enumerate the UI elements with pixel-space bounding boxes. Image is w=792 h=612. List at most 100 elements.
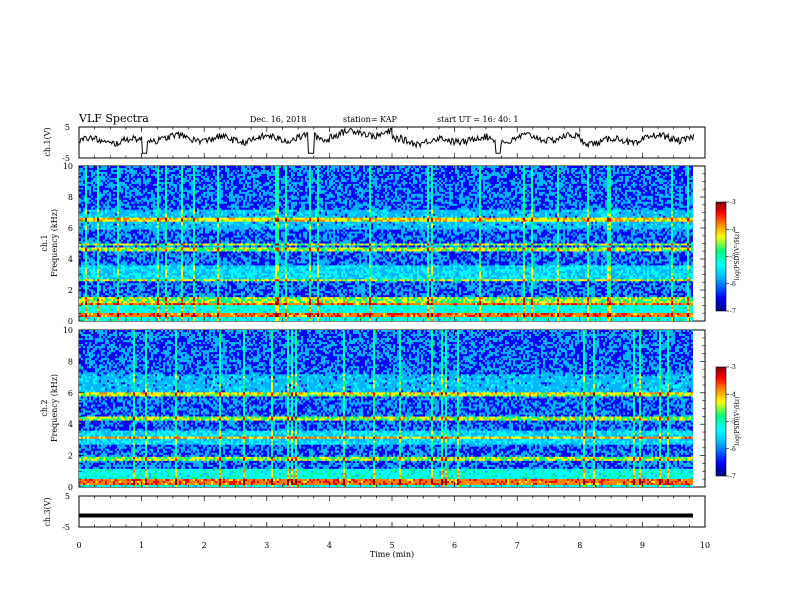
spectrogram-cell: [95, 253, 98, 256]
spectrogram-cell: [99, 231, 102, 234]
spectrogram-cell: [101, 283, 104, 286]
spectrogram-cell: [93, 317, 96, 320]
spectrogram-cell: [101, 253, 104, 256]
spectrogram-cell: [95, 293, 98, 296]
spectrogram-cell: [95, 211, 98, 215]
spectrogram-cell: [85, 305, 88, 308]
spectrogram-cell: [97, 209, 100, 213]
spectrogram-cell: [93, 201, 96, 205]
spectrogram-cell: [83, 279, 86, 282]
spectrogram-cell: [101, 315, 104, 318]
spectrogram-cell: [97, 211, 100, 215]
spectrogram-cell: [97, 249, 100, 252]
spectrogram-cell: [99, 293, 102, 296]
spectrogram-cell: [89, 175, 92, 179]
spectrogram-cell: [91, 249, 94, 252]
spectrogram-cell: [81, 273, 84, 276]
spectrogram-cell: [101, 269, 104, 272]
spectrogram-cell: [105, 275, 108, 278]
spectrogram-cell: [79, 191, 82, 195]
spectrogram-cell: [91, 185, 94, 189]
spectrogram-cell: [97, 219, 100, 223]
spectrogram-cell: [97, 291, 100, 294]
spectrogram-cell: [99, 289, 102, 292]
spectrogram-cell: [105, 219, 108, 223]
spectrogram-cell: [105, 191, 108, 195]
spectrogram-cell: [97, 241, 100, 244]
spectrogram-cell: [89, 209, 92, 213]
spectrogram-cell: [99, 319, 102, 321]
spectrogram-cell: [107, 185, 110, 189]
spectrogram-cell: [83, 291, 86, 294]
spectrogram-cell: [91, 255, 94, 258]
spectrogram-cell: [85, 289, 88, 292]
spectrogram-cell: [93, 166, 96, 169]
spectrogram-cell: [91, 257, 94, 260]
spectrogram-cell: [79, 319, 82, 321]
spectrogram-cell: [107, 177, 110, 181]
spectrogram-cell: [103, 193, 106, 197]
spectrogram-cell: [93, 251, 96, 254]
spectrogram-cell: [81, 183, 84, 187]
spectrogram-cell: [89, 173, 92, 177]
spectrogram-cell: [99, 285, 102, 288]
spectrogram-cell: [105, 179, 108, 183]
spectrogram-cell: [83, 213, 86, 217]
spectrogram-cell: [101, 257, 104, 260]
spectrogram-cell: [87, 283, 90, 286]
spectrogram-cell: [91, 281, 94, 284]
spectrogram-cell: [89, 197, 92, 201]
spectrogram-cell: [95, 251, 98, 254]
spectrogram-cell: [95, 183, 98, 187]
spectrogram-cell: [87, 287, 90, 290]
spectrogram-cell: [97, 307, 100, 310]
spectrogram-cell: [101, 239, 104, 242]
figure-title: VLF Spectra: [78, 112, 149, 125]
spectrogram-cell: [91, 299, 94, 302]
spectrogram-cell: [105, 257, 108, 260]
spectrogram-cell: [99, 219, 102, 223]
spectrogram-cell: [89, 237, 92, 240]
spectrogram-cell: [107, 201, 110, 205]
spectrogram-cell: [107, 207, 110, 211]
spectrogram-cell: [85, 297, 88, 300]
spectrogram-cell: [105, 223, 108, 227]
spectrogram-cell: [95, 287, 98, 290]
spectrogram-cell: [91, 251, 94, 254]
spectrogram-cell: [83, 175, 86, 179]
header-date: Dec. 16, 2018: [250, 115, 306, 124]
spectrogram-cell: [101, 213, 104, 217]
spectrogram-cell: [83, 191, 86, 195]
spectrogram-cell: [81, 171, 84, 175]
spectrogram-cell: [95, 191, 98, 195]
spectrogram-cell: [107, 221, 110, 225]
spectrogram-cell: [105, 193, 108, 197]
spectrogram-cell: [79, 279, 82, 282]
spectrogram-cell: [97, 319, 100, 321]
spectrogram-cell: [89, 249, 92, 252]
spectrogram-cell: [95, 259, 98, 262]
spectrogram-cell: [87, 237, 90, 240]
spectrogram-cell: [87, 297, 90, 300]
spectrogram-cell: [97, 273, 100, 276]
spectrogram-cell: [83, 225, 86, 229]
spectrogram-cell: [103, 275, 106, 278]
spectrogram-cell: [85, 225, 88, 229]
spectrogram-cell: [81, 235, 84, 238]
spectrogram-cell: [93, 171, 96, 175]
spectrogram-cell: [101, 237, 104, 240]
spectrogram-cell: [91, 289, 94, 292]
spectrogram-cell: [85, 231, 88, 234]
spectrogram-cell: [87, 227, 90, 230]
spectrogram-cell: [87, 279, 90, 282]
spectrogram-cell: [91, 207, 94, 211]
spectrogram-cell: [81, 229, 84, 232]
spectrogram-cell: [89, 281, 92, 284]
spectrogram-cell: [101, 319, 104, 321]
spectrogram-cell: [91, 205, 94, 209]
spectrogram-cell: [101, 169, 104, 173]
spectrogram-cell: [81, 283, 84, 286]
ch1-spectrogram-image: [79, 166, 693, 321]
spectrogram-cell: [93, 283, 96, 286]
spectrogram-cell: [79, 183, 82, 187]
